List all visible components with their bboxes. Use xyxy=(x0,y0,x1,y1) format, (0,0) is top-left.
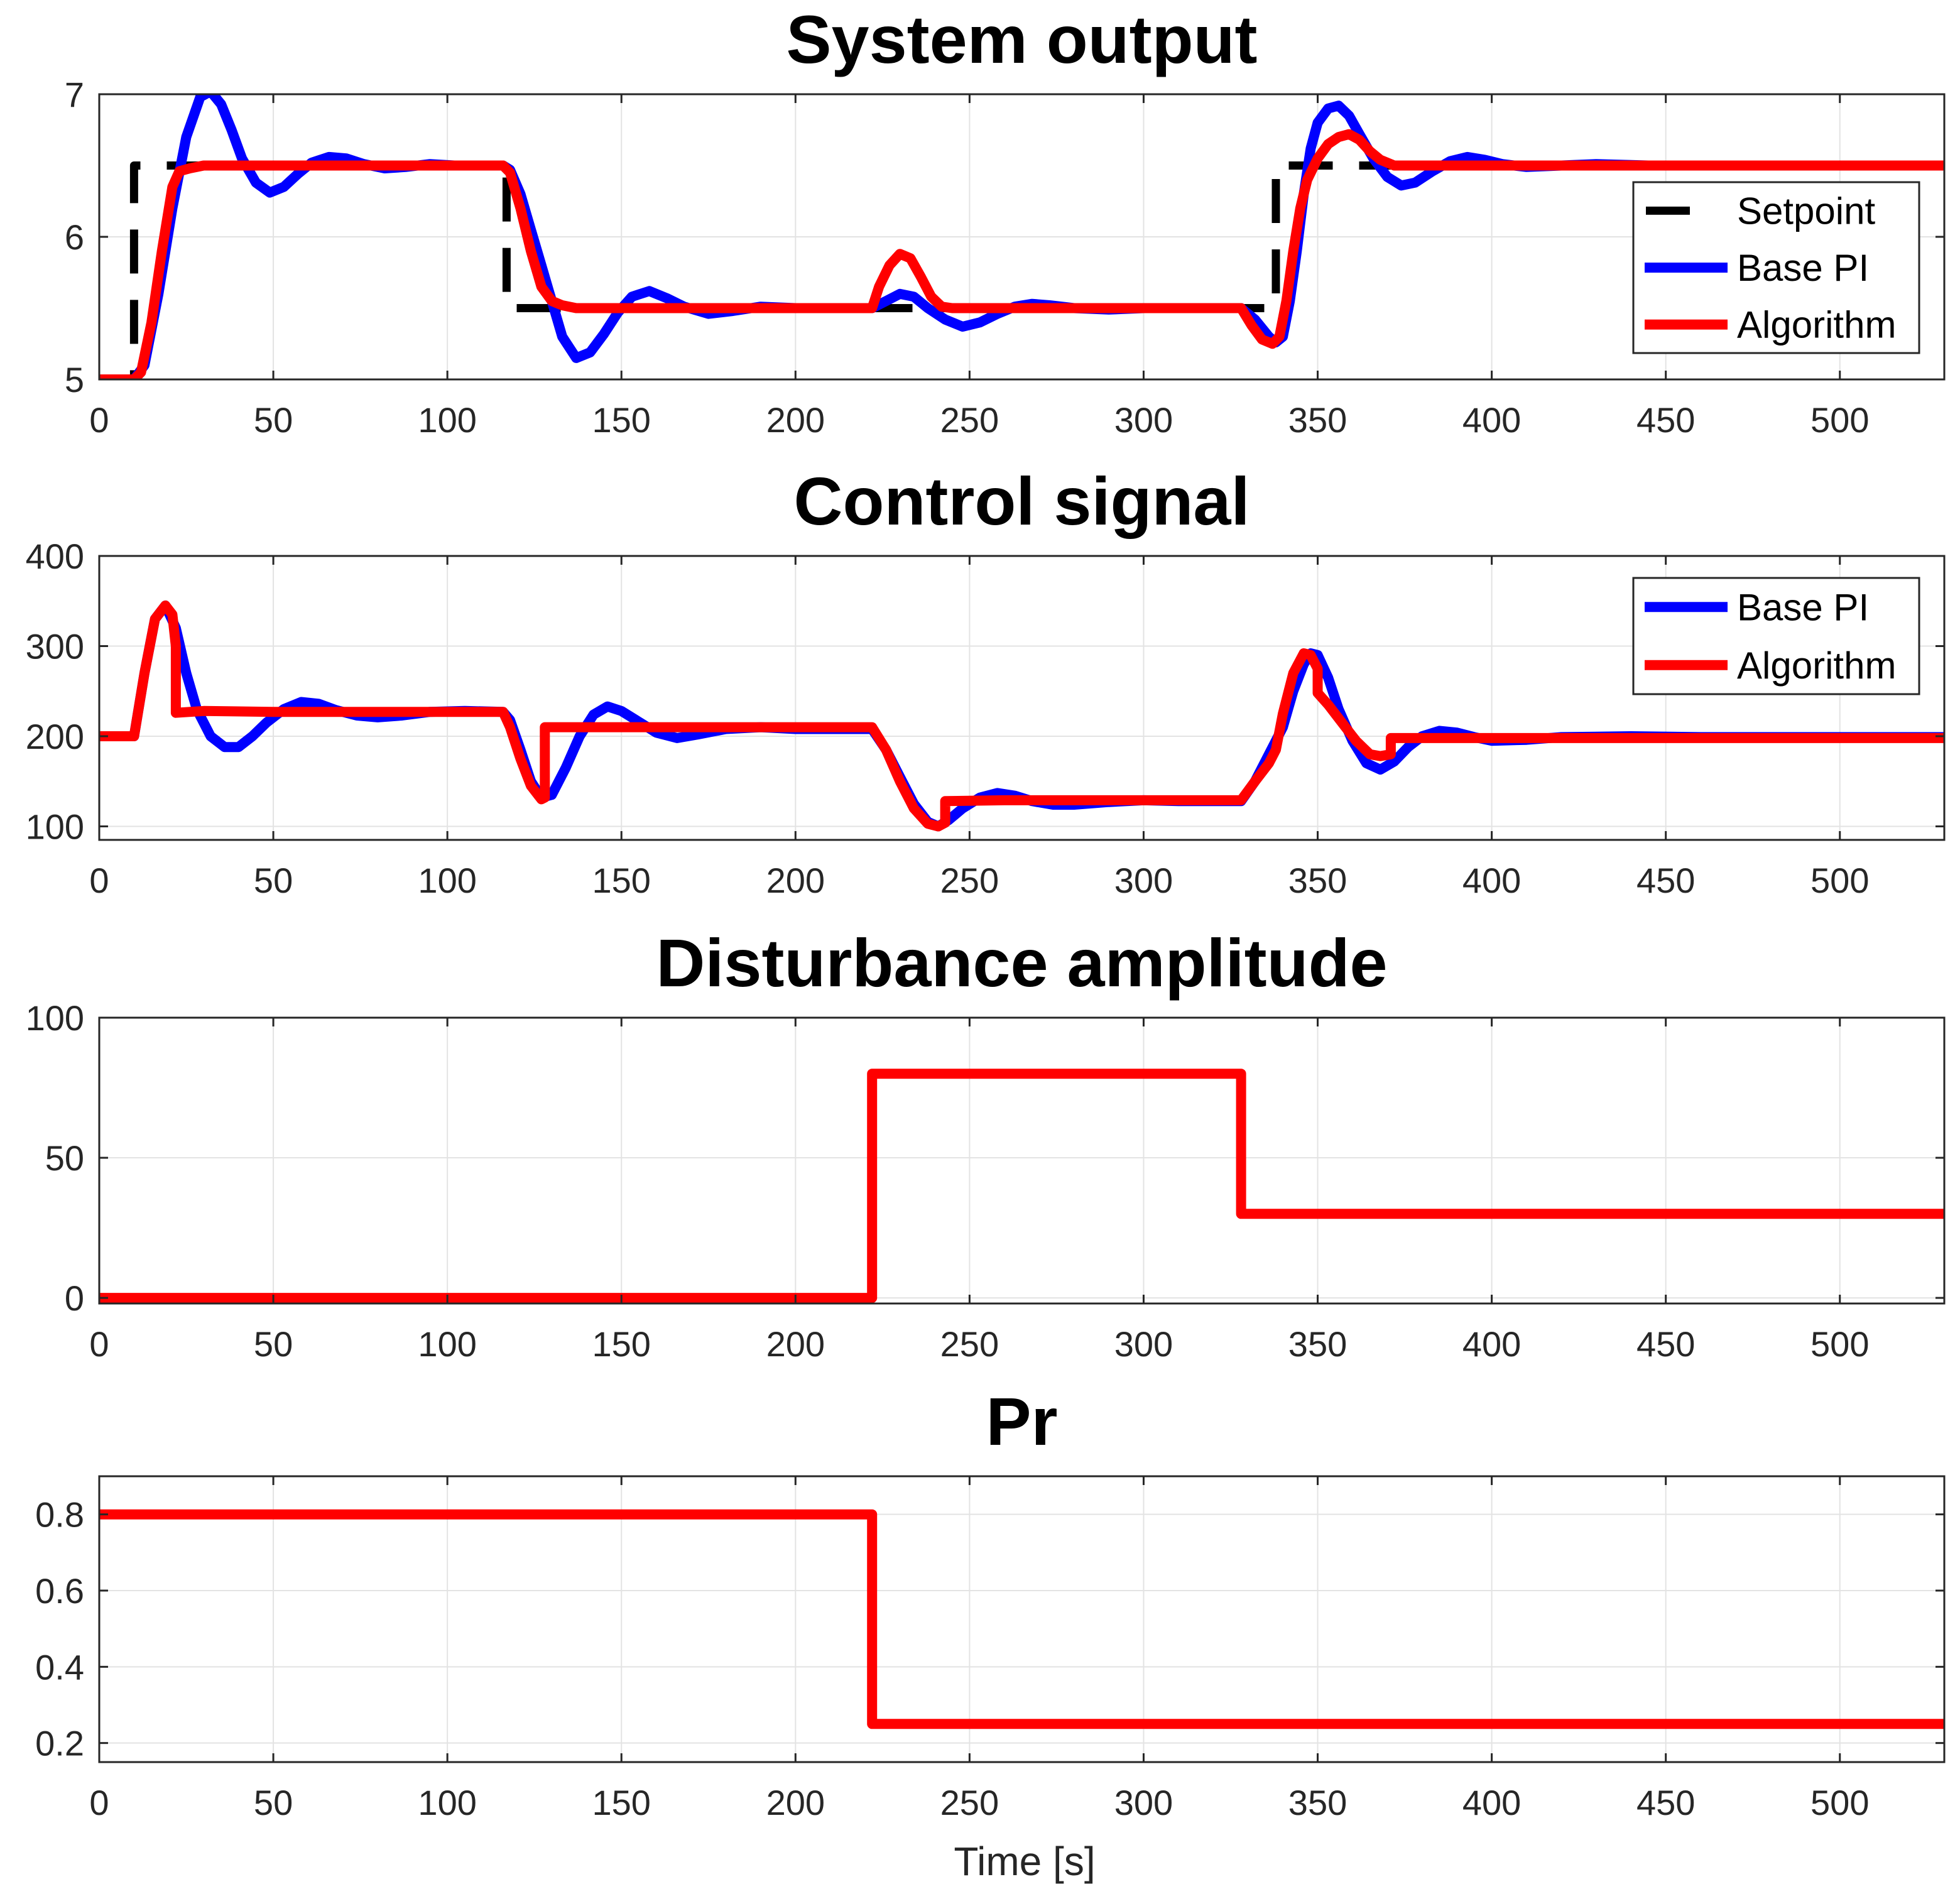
x-tick-label: 250 xyxy=(940,861,999,900)
disturbance-line xyxy=(99,1069,1944,1303)
y-tick-label: 7 xyxy=(65,75,84,114)
x-tick-label: 100 xyxy=(418,1783,476,1822)
x-tick-label: 450 xyxy=(1636,400,1695,440)
x-tick-label: 400 xyxy=(1462,861,1521,900)
series-group xyxy=(99,1509,1944,1729)
x-tick-label: 300 xyxy=(1114,1324,1173,1364)
y-tick-label: 50 xyxy=(45,1138,84,1178)
x-tick-label: 300 xyxy=(1114,1783,1173,1822)
x-tick-label: 500 xyxy=(1810,1783,1869,1822)
x-tick-label: 50 xyxy=(254,1783,293,1822)
algorithm-line xyxy=(99,600,1944,832)
x-axis-label: Time [s] xyxy=(954,1839,1095,1884)
x-tick-label: 150 xyxy=(592,1324,651,1364)
y-tick-label: 0.8 xyxy=(35,1495,84,1535)
series-group xyxy=(99,94,1944,379)
x-tick-label: 400 xyxy=(1462,1783,1521,1822)
x-tick-label: 150 xyxy=(592,861,651,900)
x-tick-label: 150 xyxy=(592,1783,651,1822)
x-tick-label: 100 xyxy=(418,400,476,440)
setpoint-legend-label: Setpoint xyxy=(1737,190,1875,232)
chart-title: Control signal xyxy=(794,463,1250,539)
x-tick-label: 200 xyxy=(766,861,825,900)
y-tick-label: 400 xyxy=(26,536,84,576)
x-tick-label: 350 xyxy=(1288,1324,1347,1364)
x-tick-label: 200 xyxy=(766,400,825,440)
y-tick-label: 0 xyxy=(65,1278,84,1318)
y-tick-label: 0.4 xyxy=(35,1647,84,1687)
x-tick-label: 250 xyxy=(940,400,999,440)
x-tick-label: 400 xyxy=(1462,400,1521,440)
x-tick-label: 0 xyxy=(89,400,109,440)
x-tick-label: 0 xyxy=(89,1783,109,1822)
control-signal-panel: Control signal 0 50 100 150 200 250 300 350 400 45… xyxy=(26,463,1946,900)
algorithm-legend-label: Algorithm xyxy=(1737,304,1896,346)
axes-frame xyxy=(98,1475,1946,1763)
x-tick-label: 400 xyxy=(1462,1324,1521,1364)
x-tick-label: 200 xyxy=(766,1783,825,1822)
x-tick-label: 300 xyxy=(1114,861,1173,900)
base-pi-legend-label: Base PI xyxy=(1737,247,1869,289)
x-tick-label: 0 xyxy=(89,861,109,900)
series-group xyxy=(99,1069,1944,1303)
legend-box xyxy=(1632,577,1920,695)
y-tick-label: 100 xyxy=(26,998,84,1038)
x-tick-label: 300 xyxy=(1114,400,1173,440)
algorithm-line xyxy=(99,129,1944,379)
y-tick-label: 300 xyxy=(26,626,84,666)
x-tick-label: 50 xyxy=(254,1324,293,1364)
y-tick-label: 5 xyxy=(65,360,84,400)
x-tick-label: 0 xyxy=(89,1324,109,1364)
pr-line xyxy=(99,1509,1944,1729)
series-group xyxy=(99,600,1944,832)
x-tick-label: 450 xyxy=(1636,1783,1695,1822)
x-tick-label: 200 xyxy=(766,1324,825,1364)
y-tick-label: 6 xyxy=(65,217,84,257)
system-output-panel: System output 0 50 100 150 200 250 300 350 400 450… xyxy=(65,1,1946,440)
y-tick-label: 0.6 xyxy=(35,1571,84,1611)
chart-title: System output xyxy=(786,1,1257,77)
x-tick-label: 450 xyxy=(1636,861,1695,900)
y-tick-label: 100 xyxy=(26,807,84,846)
pr-panel: Pr 0 50 100 150 200 250 300 350 400 450 500 0.2 0.4 0.… xyxy=(35,1383,1946,1822)
x-tick-label: 350 xyxy=(1288,861,1347,900)
legend: Base PI Algorithm xyxy=(1632,577,1920,695)
x-tick-label: 500 xyxy=(1810,861,1869,900)
x-tick-label: 250 xyxy=(940,1324,999,1364)
y-tick-label: 200 xyxy=(26,717,84,756)
legend: Setpoint Base PI Algorithm xyxy=(1632,181,1920,354)
x-tick-label: 100 xyxy=(418,861,476,900)
chart-title: Pr xyxy=(986,1383,1057,1459)
x-tick-label: 450 xyxy=(1636,1324,1695,1364)
base-pi-legend-label: Base PI xyxy=(1737,586,1869,628)
x-tick-label: 250 xyxy=(940,1783,999,1822)
axes-frame xyxy=(98,555,1946,841)
x-tick-label: 500 xyxy=(1810,400,1869,440)
x-tick-label: 50 xyxy=(254,400,293,440)
x-tick-label: 350 xyxy=(1288,1783,1347,1822)
disturbance-amplitude-panel: Disturbance amplitude 0 50 100 150 200 250 300 3… xyxy=(26,925,1946,1364)
x-tick-label: 350 xyxy=(1288,400,1347,440)
setpoint-line xyxy=(99,161,1944,379)
algorithm-legend-label: Algorithm xyxy=(1737,645,1896,687)
x-tick-label: 100 xyxy=(418,1324,476,1364)
chart-title: Disturbance amplitude xyxy=(656,925,1387,1001)
axes-frame xyxy=(98,1016,1946,1305)
x-tick-label: 150 xyxy=(592,400,651,440)
x-tick-label: 500 xyxy=(1810,1324,1869,1364)
y-tick-label: 0.2 xyxy=(35,1724,84,1763)
x-tick-label: 50 xyxy=(254,861,293,900)
